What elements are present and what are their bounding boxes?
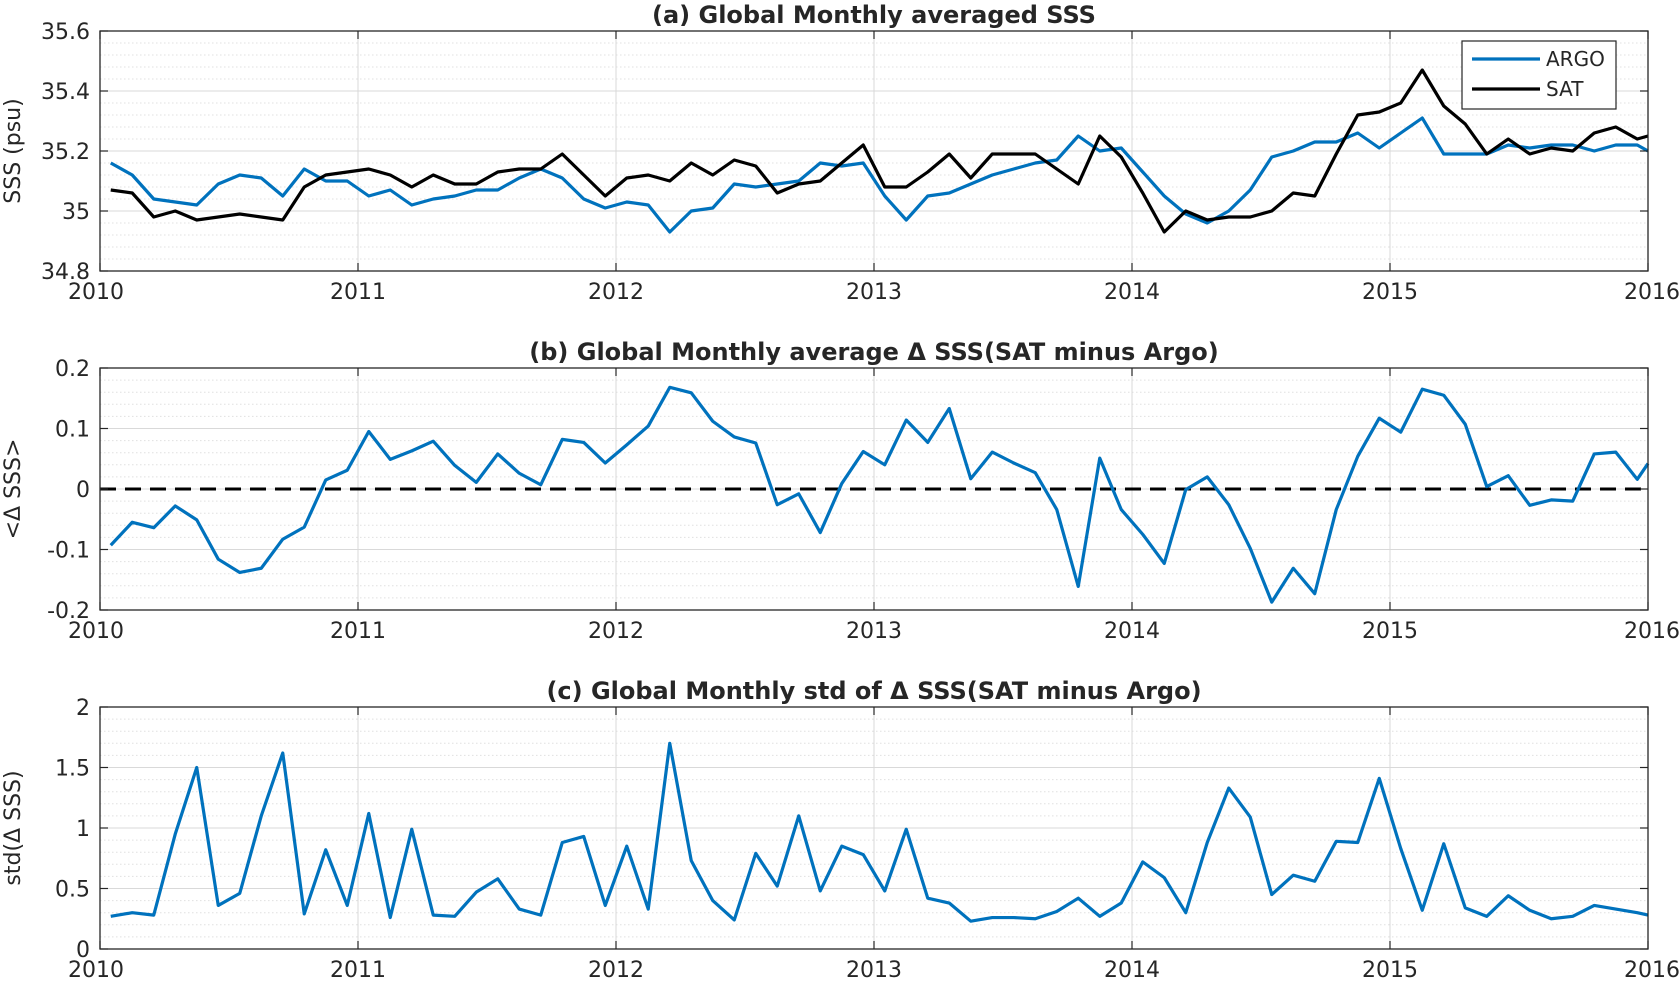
legend-label-sat: SAT: [1546, 77, 1584, 101]
y-tick-label: 0.1: [55, 418, 90, 443]
x-tick-label: 2016: [1624, 958, 1680, 982]
y-tick-label: 35: [62, 200, 90, 225]
chart-title: (b) Global Monthly average Δ SSS(SAT min…: [529, 338, 1218, 366]
y-tick-label: 34.8: [41, 260, 90, 285]
x-tick-label: 2011: [330, 958, 386, 982]
y-tick-label: 0: [76, 938, 90, 963]
y-axis-label: std(Δ SSS): [1, 770, 26, 885]
series-line-delta-sss: [110, 741, 1649, 923]
chart-title: (a) Global Monthly averaged SSS: [652, 1, 1096, 29]
x-tick-label: 2014: [1104, 958, 1160, 982]
x-tick-label: 2014: [1104, 280, 1160, 305]
x-tick-label: 2013: [846, 619, 902, 644]
panel-a: 2010 2011 2012 2013 2014 2015 2016 34.8 35 35.2 35…: [1, 1, 1680, 305]
y-tick-label: 0: [76, 478, 90, 503]
panel-c: 2010 2011 2012 2013 2014 2015 2016 0 0.5 1 1.5 2 (c)…: [1, 677, 1680, 982]
panel-b: 2010 2011 2012 2013 2014 2015 2016 -0.2 -0.1 0 0.1…: [1, 338, 1680, 644]
x-tick-label: 2010: [68, 280, 124, 305]
y-tick-label: -0.2: [47, 599, 90, 624]
x-tick-label: 2013: [846, 958, 902, 982]
series-line-delta-sss: [109, 385, 1650, 604]
y-tick-label: 2: [76, 696, 90, 721]
y-tick-label: 1.5: [55, 757, 90, 782]
y-tick-label: 35.2: [41, 140, 90, 165]
x-tick-label: 2011: [330, 619, 386, 644]
y-tick-label: 1: [76, 817, 90, 842]
x-tick-label: 2010: [68, 619, 124, 644]
y-axis-label: <Δ SSS>: [1, 439, 26, 540]
x-tick-label: 2015: [1362, 280, 1418, 305]
x-tick-label: 2012: [588, 958, 644, 982]
legend-label-argo: ARGO: [1546, 47, 1605, 71]
x-tick-label: 2013: [846, 280, 902, 305]
x-tick-label: 2010: [68, 958, 124, 982]
series-line-sat: [110, 68, 1649, 234]
y-tick-label: 0.5: [55, 878, 90, 903]
legend: ARGO SAT: [1461, 40, 1617, 110]
y-tick-label: 35.4: [41, 80, 90, 105]
y-tick-label: -0.1: [47, 539, 90, 564]
x-tick-label: 2015: [1362, 958, 1418, 982]
x-tick-label: 2016: [1624, 619, 1680, 644]
y-tick-label: 0.2: [55, 357, 90, 382]
legend-box: [1461, 40, 1617, 110]
x-tick-label: 2014: [1104, 619, 1160, 644]
x-tick-label: 2012: [588, 619, 644, 644]
y-axis-label: SSS (psu): [1, 98, 26, 203]
series-line-argo: [109, 116, 1649, 234]
x-tick-label: 2011: [330, 280, 386, 305]
y-tick-label: 35.6: [41, 20, 90, 45]
x-tick-label: 2015: [1362, 619, 1418, 644]
x-tick-label: 2012: [588, 280, 644, 305]
x-tick-label: 2016: [1624, 280, 1680, 305]
chart-title: (c) Global Monthly std of Δ SSS(SAT minu…: [546, 677, 1201, 705]
